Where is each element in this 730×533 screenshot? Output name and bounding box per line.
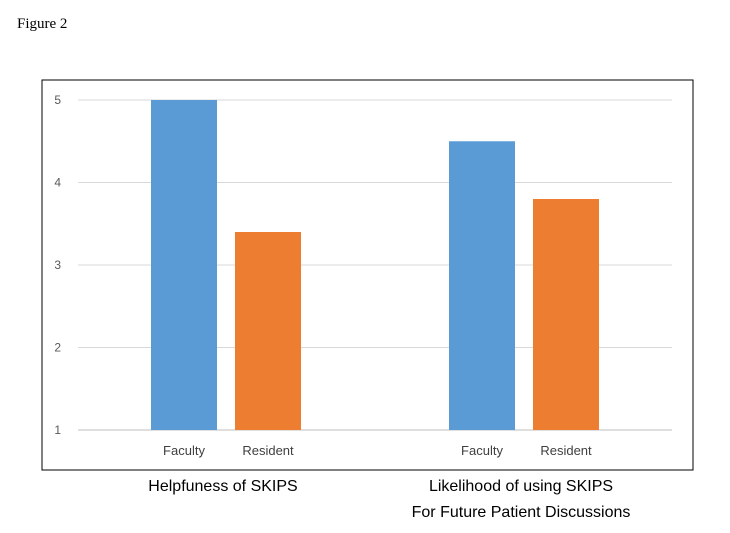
bars [151, 100, 599, 430]
labels: 1 2 3 4 5 Faculty Resident Faculty Resident [54, 93, 592, 458]
bar-2-faculty [449, 141, 515, 430]
figure-label: Figure 2 [17, 16, 68, 32]
bar-1-resident [235, 232, 301, 430]
category-label-1-resident: Resident [242, 443, 294, 458]
category-label-2-faculty: Faculty [461, 443, 503, 458]
group-label-2-line-2: For Future Patient Discussions [412, 504, 631, 521]
group-label-2-line-1: Likelihood of using SKIPS [429, 478, 613, 495]
y-tick-label-1: 1 [54, 423, 61, 437]
y-tick-label-2: 2 [54, 341, 61, 355]
group-label-1-line-1: Helpfuness of SKIPS [148, 478, 297, 495]
y-tick-label-3: 3 [54, 258, 61, 272]
category-label-2-resident: Resident [540, 443, 592, 458]
bar-2-resident [533, 199, 599, 430]
y-tick-label-5: 5 [54, 93, 61, 107]
bar-1-faculty [151, 100, 217, 430]
category-label-1-faculty: Faculty [163, 443, 205, 458]
y-tick-label-4: 4 [54, 176, 61, 190]
